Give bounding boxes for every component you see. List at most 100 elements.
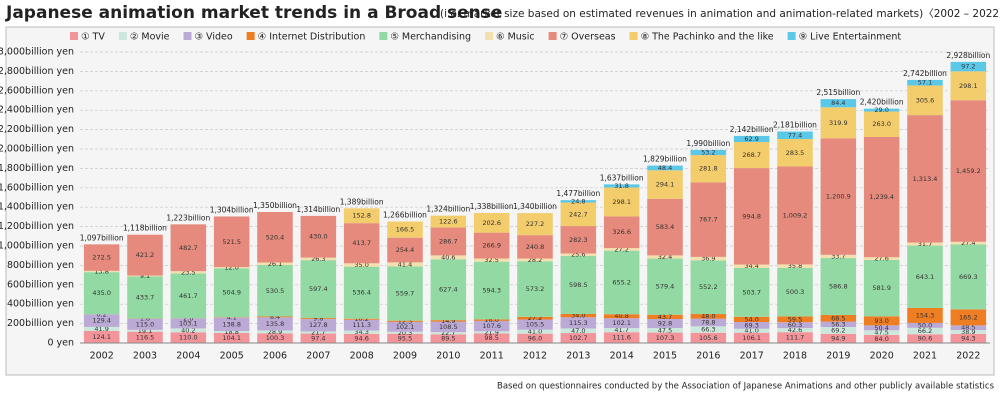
bar-segment	[517, 316, 553, 320]
bar-segment	[430, 334, 467, 343]
bar-segment	[473, 232, 510, 259]
bar-segment	[950, 333, 987, 343]
segment-label: 767.7	[699, 216, 718, 224]
segment-label: 41.4	[398, 260, 412, 268]
segment-label: 26.1	[268, 260, 282, 268]
segment-label: 27.6	[874, 255, 888, 263]
segment-label: 8.4	[270, 313, 280, 321]
segment-label: 127.8	[309, 321, 328, 329]
segment-label: 503.7	[742, 288, 761, 296]
bar-segment	[863, 108, 900, 112]
total-label: 2,742billion	[903, 69, 947, 78]
bar-segment	[473, 320, 510, 332]
segment-label: 298.1	[959, 82, 978, 90]
bar-segment	[560, 317, 597, 329]
segment-label: 298.1	[612, 198, 631, 206]
bar-segment	[733, 267, 770, 317]
segment-label: 421.2	[136, 251, 155, 259]
segment-label: 520.4	[266, 233, 285, 241]
segment-label: 41.9	[94, 325, 108, 333]
segment-label: 482.7	[179, 244, 198, 252]
segment-label: 521.5	[222, 238, 241, 246]
segment-label: 282.3	[569, 236, 588, 244]
bar-segment	[560, 226, 597, 254]
segment-label: 103.1	[179, 319, 198, 327]
bar-segment	[560, 333, 597, 343]
bar-segment	[647, 327, 683, 333]
total-label: 1,338billion	[470, 202, 514, 211]
bar-segment	[257, 330, 293, 334]
bar-segment	[343, 333, 380, 343]
bar-segment	[170, 328, 207, 333]
segment-label: 18.8	[224, 328, 238, 336]
segment-label: 1.8	[140, 315, 150, 323]
bar-segment	[430, 255, 467, 260]
segment-label: 266.9	[482, 242, 501, 250]
bar-segment	[300, 331, 337, 334]
segment-label: 326.6	[612, 228, 631, 236]
segment-label: 24.8	[571, 197, 585, 205]
segment-label: 111.7	[786, 334, 805, 342]
x-tick-label: 2003	[133, 351, 157, 362]
x-tick-label: 2021	[913, 351, 937, 362]
bar-segment	[387, 237, 423, 263]
total-label: 2,515billion	[816, 88, 860, 97]
bar-segment	[690, 155, 727, 183]
y-tick-label: 600billion yen	[7, 279, 74, 290]
segment-label: 66.2	[918, 327, 932, 335]
segment-label: 283.5	[786, 149, 805, 157]
legend-swatch	[379, 32, 388, 40]
bar-segment	[473, 261, 510, 320]
bar-segment	[820, 321, 857, 328]
total-label: 1,389billion	[340, 197, 384, 206]
bar-segment	[733, 328, 770, 333]
segment-label: 152.8	[352, 212, 371, 220]
bar-segment	[690, 149, 727, 156]
bar-segment	[560, 255, 597, 314]
legend-label: ③ Video	[195, 32, 233, 43]
bar-segment	[300, 257, 337, 261]
segment-label: 559.7	[396, 290, 415, 298]
bar-segment	[907, 307, 943, 323]
y-tick-label: 1,000billion yen	[0, 241, 74, 252]
segment-label: 78.8	[701, 319, 715, 327]
segment-label: 107.6	[482, 322, 501, 330]
bar-segment	[343, 208, 380, 224]
bar-segment	[560, 328, 597, 334]
total-label: 2,142billion	[730, 125, 774, 134]
bar-segment	[83, 270, 120, 273]
bar-segment	[733, 332, 770, 343]
segment-label: 27.4	[961, 239, 975, 247]
segment-label: 272.5	[92, 254, 111, 262]
segment-label: 0.2	[96, 310, 106, 318]
bar-segment	[863, 316, 900, 326]
segment-label: 40.2	[181, 326, 195, 334]
bar-segment	[430, 321, 467, 333]
segment-label: 319.9	[829, 119, 848, 127]
x-tick-label: 2006	[263, 351, 287, 362]
x-tick-label: 2007	[306, 351, 330, 362]
y-tick-label: 2,600billion yen	[0, 85, 74, 96]
legend-swatch	[118, 32, 127, 40]
segment-label: 62.9	[744, 135, 758, 143]
bar-segment	[733, 264, 770, 268]
total-label: 1,829billion	[643, 155, 687, 164]
segment-label: 94.6	[354, 334, 368, 342]
bar-segment	[517, 319, 553, 330]
y-tick-label: 1,600billion yen	[0, 182, 74, 193]
y-tick-label: 2,400billion yen	[0, 105, 74, 116]
total-label: 1,477billion	[556, 189, 600, 198]
bar-segment	[647, 258, 683, 315]
bar-segment	[257, 317, 293, 331]
segment-label: 34.4	[744, 262, 758, 270]
total-label: 1,340billion	[513, 202, 557, 211]
total-label: 1,314billion	[296, 205, 340, 214]
segment-label: 47.5	[658, 326, 672, 334]
segment-label: 89.5	[441, 335, 455, 343]
segment-label: 50.4	[874, 324, 888, 332]
y-tick-label: 1,800billion yen	[0, 163, 74, 174]
legend-label: ⑦ Overseas	[560, 32, 616, 43]
x-tick-label: 2005	[220, 351, 244, 362]
bar-segment	[473, 319, 510, 321]
segment-label: 27.2	[528, 314, 542, 322]
